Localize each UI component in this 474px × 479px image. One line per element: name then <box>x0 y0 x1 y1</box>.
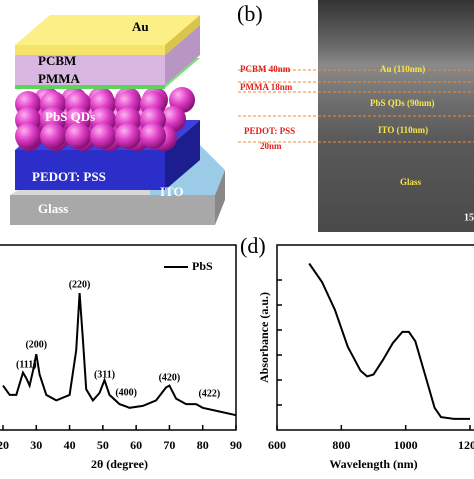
panel-label: (b) <box>237 1 263 26</box>
sem-label: Glass <box>400 177 422 187</box>
sem-label: PbS QDs (90nm) <box>370 98 435 108</box>
x-tick-label: 70 <box>163 438 175 452</box>
layer-label: PCBM <box>38 53 76 68</box>
scale-label: 15 <box>464 212 474 223</box>
x-tick-label: 600 <box>268 438 286 452</box>
peak-label: (422) <box>199 388 221 399</box>
qd-sphere <box>40 123 66 149</box>
qd-sphere <box>115 123 141 149</box>
x-axis-title: Wavelength (nm) <box>329 457 417 471</box>
peak-label: (200) <box>25 339 47 350</box>
peak-label: (220) <box>69 279 91 290</box>
layer-label: Glass <box>38 201 68 216</box>
peak-label: (400) <box>115 387 137 398</box>
layer-label: ITO <box>160 184 184 199</box>
charts: 20 30 40 50 60 70 80 90 2θ (degree) PbS (111) (200)… <box>0 244 474 471</box>
layer-label: PMMA <box>38 71 80 86</box>
sem-label: ITO (110nm) <box>378 125 428 135</box>
peak-label: (111) <box>16 359 37 370</box>
sem-side-label: 20nm <box>260 141 282 151</box>
x-tick-label: 90 <box>230 438 242 452</box>
qd-sphere <box>15 123 41 149</box>
x-tick-label: 60 <box>130 438 142 452</box>
layer-label: PbS QDs <box>45 109 95 124</box>
x-tick-label: 1200 <box>458 438 474 452</box>
sem-side-label: PMMA 18nm <box>240 82 293 92</box>
sem-image: Au (110nm) PbS QDs (90nm) ITO (110nm) Gl… <box>238 0 474 232</box>
qd-sphere <box>140 123 166 149</box>
x-tick-label: 800 <box>332 438 350 452</box>
peak-label: (311) <box>94 369 115 380</box>
sem-label: Au (110nm) <box>380 64 425 74</box>
panel-label: (d) <box>240 233 266 258</box>
plot-frame <box>0 244 237 431</box>
x-tick-label: 1000 <box>394 438 418 452</box>
sem-side-label: PEDOT: PSS <box>244 126 295 136</box>
sem-side-label: PCBM 40nm <box>240 64 291 74</box>
x-tick-label: 50 <box>97 438 109 452</box>
peak-label: (420) <box>159 372 181 383</box>
device-schematic: Au PCBM PMMA PbS QDs PEDOT: PSS ITO Glas… <box>10 15 225 225</box>
layer-label: Au <box>132 19 149 34</box>
qd-sphere <box>90 123 116 149</box>
data-line <box>2 293 237 417</box>
y-axis-title: Absorbance (a.u.) <box>257 292 271 383</box>
x-tick-label: 20 <box>0 438 9 452</box>
x-tick-label: 30 <box>30 438 42 452</box>
qd-sphere <box>65 123 91 149</box>
x-tick-label: 80 <box>197 438 209 452</box>
data-line <box>308 262 470 420</box>
layer-label: PEDOT: PSS <box>32 169 106 184</box>
x-tick-label: 40 <box>64 438 76 452</box>
legend-label: PbS <box>192 259 213 273</box>
x-axis-title: 2θ (degree) <box>91 457 148 471</box>
plot-frame <box>276 244 474 431</box>
